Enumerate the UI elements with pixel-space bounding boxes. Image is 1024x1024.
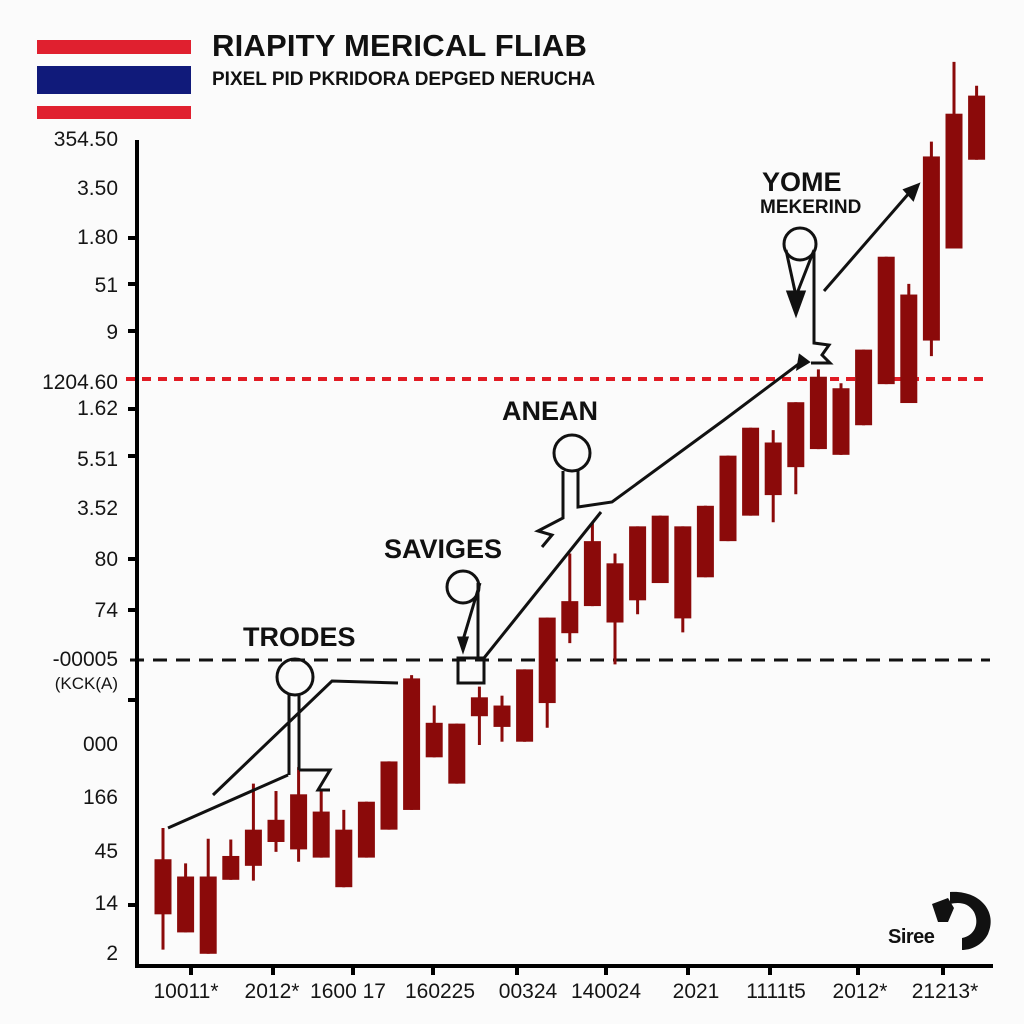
annotation-saviges: SAVIGES — [384, 534, 503, 564]
y-tick-sublabel: (KCK(A) — [54, 674, 118, 693]
x-tick-label: 21213* — [911, 980, 979, 1003]
annotation-trodes: TRODES — [243, 622, 356, 652]
candle-body — [312, 811, 330, 858]
candle-body — [516, 669, 534, 742]
y-tick-label: 2 — [106, 942, 118, 965]
y-tick-label-reference: 1204.60 — [42, 371, 118, 394]
candle-body — [538, 617, 556, 704]
candle-body — [403, 678, 421, 810]
candle-body — [154, 859, 172, 915]
candle-body — [177, 876, 195, 933]
brand-swirl-icon — [932, 891, 991, 950]
saviges-stick-figure-icon — [445, 511, 603, 685]
candle-body — [900, 294, 918, 404]
x-axis-ticks — [189, 966, 945, 975]
flag-stripe-red-top — [37, 40, 191, 54]
candle-body — [244, 829, 262, 866]
candle-body — [583, 541, 601, 607]
candle-body — [222, 855, 240, 880]
candle-body — [968, 95, 986, 160]
y-tick-label: 9 — [106, 321, 118, 344]
candle-body — [290, 794, 308, 850]
y-tick-label: 3.52 — [77, 497, 118, 520]
y-tick-label: 45 — [94, 840, 118, 863]
flag-logo — [37, 40, 191, 120]
y-tick-label: 166 — [82, 786, 118, 809]
candle-body — [199, 876, 217, 954]
y-tick-label: 80 — [94, 548, 118, 571]
y-axis-ticks — [128, 236, 137, 907]
anean-stick-figure-icon — [533, 353, 811, 548]
candle-body — [809, 376, 827, 450]
x-tick-label: 2012* — [832, 980, 888, 1003]
candle-body — [425, 722, 443, 758]
flag-stripe-red-bottom — [37, 106, 191, 119]
y-tick-label: 000 — [82, 733, 118, 756]
candle-body — [448, 723, 466, 784]
candle-body — [787, 402, 805, 468]
candle-body — [606, 563, 624, 623]
candle-body — [922, 156, 940, 341]
annotation-yome-sublabel: MEKERIND — [760, 197, 862, 218]
candle-body — [380, 761, 398, 830]
x-tick-label: 160225 — [404, 980, 476, 1003]
annotation-anean: ANEAN — [502, 396, 599, 426]
y-tick-label: 1.80 — [77, 226, 118, 249]
candle-body — [855, 349, 873, 426]
y-tick-label: 51 — [94, 274, 118, 297]
flag-stripe-blue — [37, 66, 191, 94]
chart-title: RIAPITY MERICAL FLIAB — [212, 28, 588, 63]
y-tick-label: 5.51 — [77, 448, 118, 471]
candle-body — [470, 697, 488, 717]
candle-body — [877, 256, 895, 385]
candle-body — [561, 601, 579, 634]
candle-body — [493, 705, 511, 727]
candle-body — [719, 455, 737, 542]
x-tick-label: 2012* — [244, 980, 300, 1003]
candle-body — [764, 442, 782, 496]
chart-subtitle: PIXEL PID PKRIDORA DEPGED NERUCHA — [212, 69, 596, 90]
x-tick-label: 140024 — [570, 980, 642, 1003]
y-tick-label-reference: -00005 — [52, 648, 118, 671]
candle-body — [696, 505, 714, 578]
x-tick-label: 10011* — [153, 980, 219, 1003]
candle-body — [335, 829, 353, 888]
x-tick-label: 1111t5 — [746, 980, 806, 1003]
trodes-stick-figure-icon — [167, 657, 399, 830]
y-tick-label: 354.50 — [53, 128, 118, 151]
candle-body — [357, 801, 375, 858]
candle-body — [651, 515, 669, 584]
x-tick-label: 1600 17 — [310, 980, 386, 1003]
candle-body — [267, 819, 285, 842]
candle-body — [832, 388, 850, 455]
candle-body — [674, 526, 692, 619]
candle-body — [629, 526, 647, 601]
candles — [154, 61, 986, 954]
candle-body — [945, 113, 963, 249]
candle-body — [742, 427, 760, 516]
y-tick-label: 1.62 — [77, 397, 118, 420]
y-tick-label: 3.50 — [77, 177, 118, 200]
y-tick-label: 14 — [94, 892, 118, 915]
x-tick-label: 2021 — [672, 980, 720, 1003]
annotation-yome: YOME — [762, 167, 842, 197]
yome-stick-figure-icon — [782, 182, 921, 365]
y-tick-label: 74 — [94, 599, 118, 622]
brand-logo: Siree — [888, 888, 998, 954]
brand-logo-text: Siree — [888, 926, 935, 948]
x-tick-label: 00324 — [498, 980, 558, 1003]
